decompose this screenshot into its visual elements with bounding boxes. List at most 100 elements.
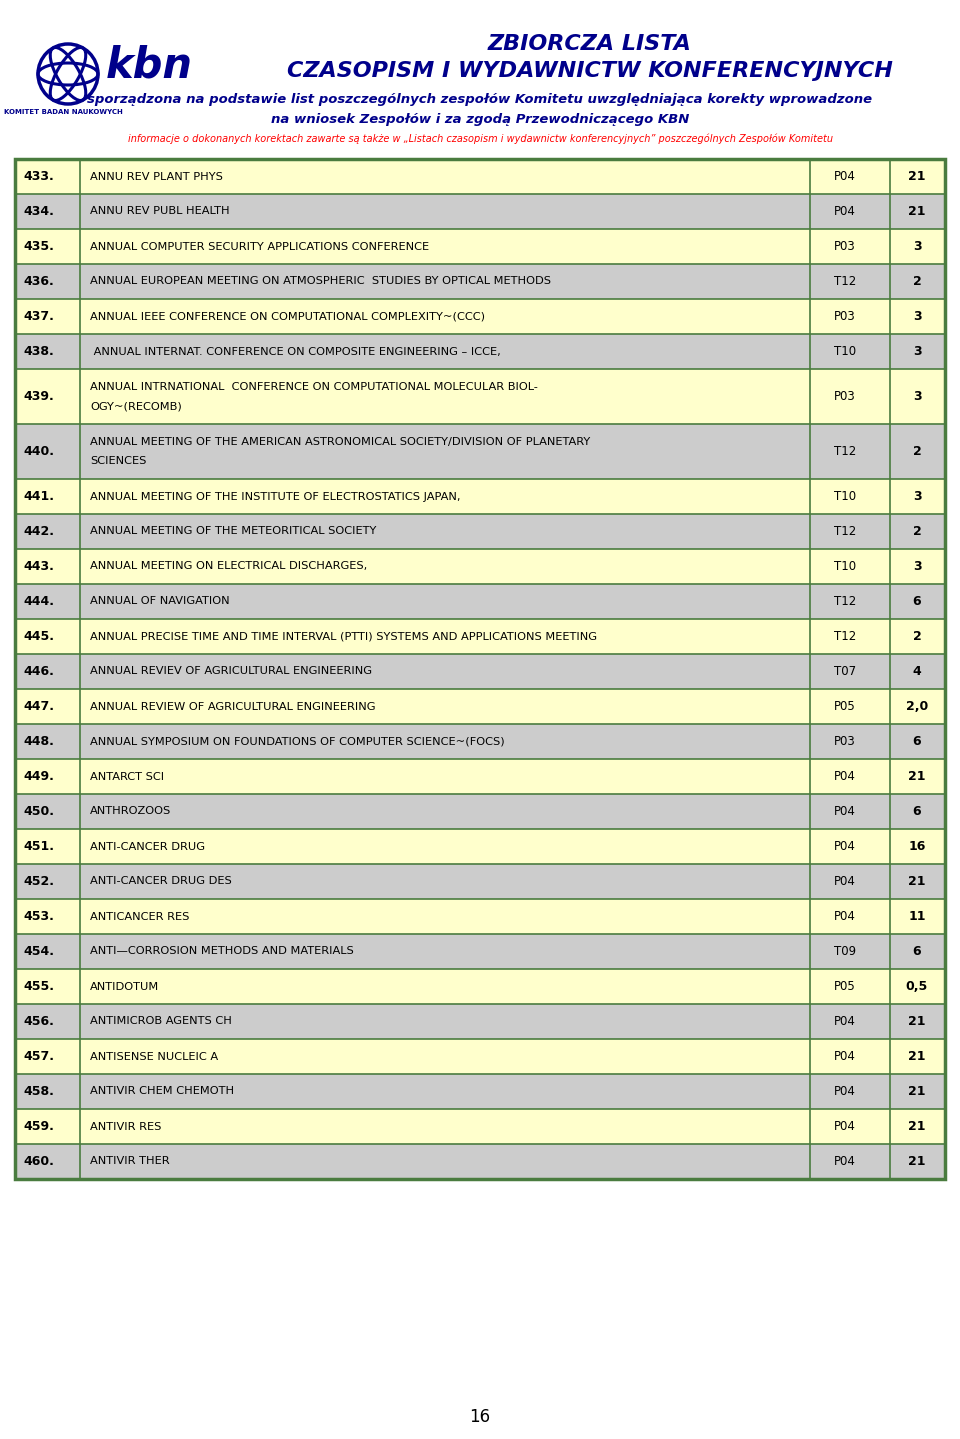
Text: 456.: 456. xyxy=(23,1014,54,1027)
Bar xyxy=(15,758,945,794)
Text: T10: T10 xyxy=(834,560,856,573)
Text: 442.: 442. xyxy=(23,525,54,538)
Text: 450.: 450. xyxy=(23,804,54,817)
Bar xyxy=(15,479,945,514)
Text: P03: P03 xyxy=(834,735,856,748)
Bar xyxy=(15,863,945,899)
Text: ZBIORCZA LISTA: ZBIORCZA LISTA xyxy=(488,35,692,55)
Text: ANTIVIR RES: ANTIVIR RES xyxy=(90,1121,161,1131)
Text: 3: 3 xyxy=(913,390,922,403)
Text: P04: P04 xyxy=(834,1120,856,1132)
Text: CZASOPISM I WYDAWNICTW KONFERENCYJNYCH: CZASOPISM I WYDAWNICTW KONFERENCYJNYCH xyxy=(287,60,893,81)
Text: P04: P04 xyxy=(834,909,856,922)
Bar xyxy=(15,619,945,653)
Text: 4: 4 xyxy=(913,665,922,678)
Text: T12: T12 xyxy=(834,630,856,643)
Text: 2,0: 2,0 xyxy=(906,699,928,712)
Text: ANTI-CANCER DRUG: ANTI-CANCER DRUG xyxy=(90,842,205,852)
Text: 452.: 452. xyxy=(23,875,54,888)
Text: T12: T12 xyxy=(834,594,856,609)
Text: informacje o dokonanych korektach zawarte są także w „Listach czasopism i wydawn: informacje o dokonanych korektach zawart… xyxy=(128,134,832,144)
Text: 449.: 449. xyxy=(23,770,54,783)
Text: ANNUAL SYMPOSIUM ON FOUNDATIONS OF COMPUTER SCIENCE~(FOCS): ANNUAL SYMPOSIUM ON FOUNDATIONS OF COMPU… xyxy=(90,737,505,747)
Bar xyxy=(15,653,945,689)
Text: 6: 6 xyxy=(913,804,922,817)
Bar xyxy=(15,263,945,299)
Text: ANNUAL MEETING OF THE INSTITUTE OF ELECTROSTATICS JAPAN,: ANNUAL MEETING OF THE INSTITUTE OF ELECT… xyxy=(90,492,461,502)
Text: 16: 16 xyxy=(469,1407,491,1426)
Text: 453.: 453. xyxy=(23,909,54,922)
Bar xyxy=(15,689,945,724)
Text: 440.: 440. xyxy=(23,445,54,458)
Text: P04: P04 xyxy=(834,804,856,817)
Bar xyxy=(15,194,945,229)
Text: ANNUAL PRECISE TIME AND TIME INTERVAL (PTTI) SYSTEMS AND APPLICATIONS MEETING: ANNUAL PRECISE TIME AND TIME INTERVAL (P… xyxy=(90,632,597,642)
Bar xyxy=(15,1144,945,1179)
Text: 437.: 437. xyxy=(23,309,54,322)
Text: 436.: 436. xyxy=(23,275,54,288)
Text: 457.: 457. xyxy=(23,1050,54,1063)
Text: P04: P04 xyxy=(834,770,856,783)
Text: 21: 21 xyxy=(908,875,925,888)
Bar xyxy=(15,1109,945,1144)
Text: ANNUAL MEETING ON ELECTRICAL DISCHARGES,: ANNUAL MEETING ON ELECTRICAL DISCHARGES, xyxy=(90,561,368,571)
Bar xyxy=(15,829,945,863)
Text: P04: P04 xyxy=(834,1156,856,1168)
Bar xyxy=(15,1004,945,1039)
Text: ANTARCT SCI: ANTARCT SCI xyxy=(90,771,164,781)
Text: 6: 6 xyxy=(913,945,922,958)
Text: 3: 3 xyxy=(913,491,922,504)
Text: P05: P05 xyxy=(834,980,856,993)
Text: 446.: 446. xyxy=(23,665,54,678)
Bar xyxy=(15,724,945,758)
Text: T10: T10 xyxy=(834,345,856,358)
Text: 3: 3 xyxy=(913,560,922,573)
Text: 439.: 439. xyxy=(23,390,54,403)
Bar xyxy=(15,158,945,194)
Text: 6: 6 xyxy=(913,594,922,609)
Text: 21: 21 xyxy=(908,1156,925,1168)
Text: T07: T07 xyxy=(834,665,856,678)
Text: 11: 11 xyxy=(908,909,925,922)
Text: T12: T12 xyxy=(834,525,856,538)
Text: ANNUAL REVIEV OF AGRICULTURAL ENGINEERING: ANNUAL REVIEV OF AGRICULTURAL ENGINEERIN… xyxy=(90,666,372,676)
Text: P04: P04 xyxy=(834,1085,856,1098)
Text: 2: 2 xyxy=(913,525,922,538)
Text: 21: 21 xyxy=(908,1014,925,1027)
Bar xyxy=(15,1039,945,1073)
Text: 3: 3 xyxy=(913,240,922,253)
Text: ANNUAL OF NAVIGATION: ANNUAL OF NAVIGATION xyxy=(90,597,229,606)
Text: ANNU REV PLANT PHYS: ANNU REV PLANT PHYS xyxy=(90,171,223,181)
Bar xyxy=(15,899,945,934)
Text: P03: P03 xyxy=(834,309,856,322)
Text: 21: 21 xyxy=(908,1050,925,1063)
Text: ANTI—CORROSION METHODS AND MATERIALS: ANTI—CORROSION METHODS AND MATERIALS xyxy=(90,947,353,957)
Text: 447.: 447. xyxy=(23,699,54,712)
Text: KOMITET BADAN NAUKOWYCH: KOMITET BADAN NAUKOWYCH xyxy=(4,109,122,115)
Text: 2: 2 xyxy=(913,445,922,458)
Text: P04: P04 xyxy=(834,1014,856,1027)
Text: ANTI-CANCER DRUG DES: ANTI-CANCER DRUG DES xyxy=(90,876,231,886)
Text: ANNUAL EUROPEAN MEETING ON ATMOSPHERIC  STUDIES BY OPTICAL METHODS: ANNUAL EUROPEAN MEETING ON ATMOSPHERIC S… xyxy=(90,276,551,286)
Bar xyxy=(15,299,945,334)
Text: P04: P04 xyxy=(834,1050,856,1063)
Bar xyxy=(15,425,945,479)
Text: 451.: 451. xyxy=(23,840,54,853)
Text: 433.: 433. xyxy=(23,170,54,183)
Text: 2: 2 xyxy=(913,630,922,643)
Text: ANNUAL COMPUTER SECURITY APPLICATIONS CONFERENCE: ANNUAL COMPUTER SECURITY APPLICATIONS CO… xyxy=(90,242,429,252)
Text: OGY~(RECOMB): OGY~(RECOMB) xyxy=(90,401,181,412)
Text: 21: 21 xyxy=(908,770,925,783)
Text: T09: T09 xyxy=(834,945,856,958)
Text: ANTISENSE NUCLEIC A: ANTISENSE NUCLEIC A xyxy=(90,1052,218,1062)
Text: SCIENCES: SCIENCES xyxy=(90,456,146,466)
Bar xyxy=(15,1073,945,1109)
Text: ANNUAL REVIEW OF AGRICULTURAL ENGINEERING: ANNUAL REVIEW OF AGRICULTURAL ENGINEERIN… xyxy=(90,701,375,711)
Text: P04: P04 xyxy=(834,204,856,217)
Text: P04: P04 xyxy=(834,170,856,183)
Bar xyxy=(15,368,945,425)
Text: 3: 3 xyxy=(913,309,922,322)
Text: sporządzona na podstawie list poszczególnych zespołów Komitetu uwzględniająca ko: sporządzona na podstawie list poszczegól… xyxy=(87,92,873,105)
Text: ANTIDOTUM: ANTIDOTUM xyxy=(90,981,159,991)
Text: kbn: kbn xyxy=(106,45,193,86)
